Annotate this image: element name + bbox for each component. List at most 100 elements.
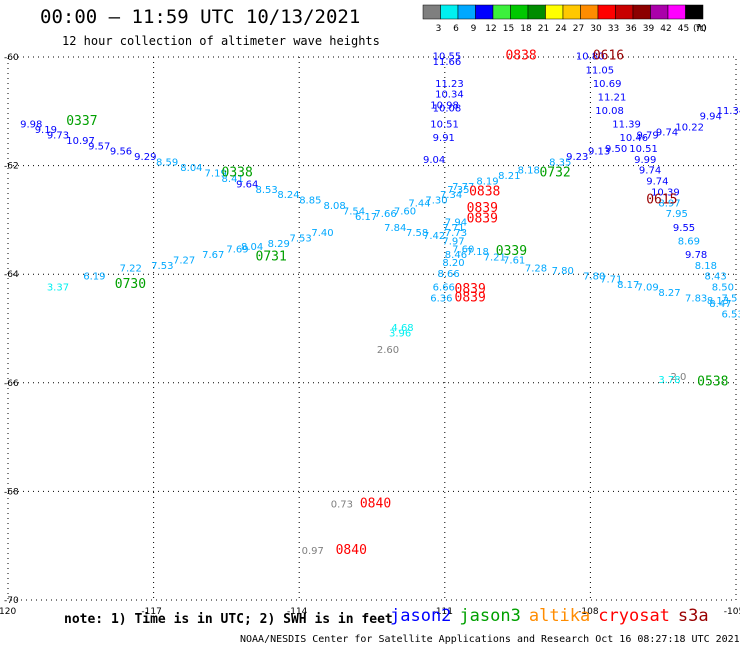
colorbar-level-label: 70 — [695, 24, 707, 34]
swh-value-label: 8.97 — [658, 198, 680, 209]
y-tick-label: -66 — [4, 379, 19, 389]
swh-value-label: 7.40 — [311, 228, 333, 239]
swh-value-label: 11.39 — [612, 120, 641, 131]
swh-value-label: 7.42 — [423, 231, 445, 242]
swh-value-label: 10.98 — [430, 101, 459, 112]
pass-time-label: 0839 — [467, 212, 498, 227]
pass-time-label: 0337 — [66, 114, 97, 129]
swh-value-label: 9.29 — [134, 152, 156, 163]
swh-value-label: 4.68 — [391, 323, 413, 334]
colorbar-level-label: 18 — [520, 24, 532, 34]
pass-time-label: 0839 — [467, 201, 498, 216]
swh-value-label: 8.04 — [241, 242, 263, 253]
swh-value-label: 10.97 — [66, 136, 95, 147]
pass-time-label: 0732 — [539, 165, 570, 180]
swh-value-label: 3.96 — [389, 329, 411, 340]
swh-value-label: 9.98 — [20, 120, 42, 131]
swh-value-label: 8.17 — [617, 280, 639, 291]
legend-satellite-altika: altika — [528, 606, 591, 626]
swh-value-label: 7.54 — [343, 206, 365, 217]
swh-value-label: 7.94 — [445, 217, 467, 228]
swh-value-label: 2.60 — [377, 345, 399, 356]
x-tick-label: -120 — [0, 607, 16, 617]
pass-time-label: 0615 — [646, 193, 677, 208]
swh-value-label: 8.85 — [299, 196, 321, 207]
legend-satellite-jason3: jason3 — [459, 606, 521, 626]
swh-value-label: 9.74 — [646, 177, 668, 188]
swh-value-label: 0.97 — [302, 546, 324, 557]
y-tick-label: -68 — [4, 487, 19, 497]
colorbar-level-label: 9 — [471, 24, 477, 34]
swh-value-label: 7.97 — [442, 236, 464, 247]
swh-value-label: 3.78 — [658, 375, 680, 386]
swh-value-label: 8.66 — [438, 269, 460, 280]
x-tick-label: -114 — [287, 607, 308, 617]
footnote: note: 1) Time is in UTC; 2) SWH is in fe… — [64, 612, 393, 627]
swh-value-label: 8.24 — [277, 190, 299, 201]
swh-value-label: 8.43 — [704, 272, 726, 283]
swh-value-label: 10.08 — [595, 106, 624, 117]
swh-value-label: 6.36 — [430, 293, 452, 304]
swh-value-label: 7.58 — [406, 228, 428, 239]
swh-value-label: 9.74 — [656, 128, 678, 139]
swh-value-label: 9.94 — [700, 111, 722, 122]
swh-value-label: 7.73 — [445, 228, 467, 239]
swh-value-label: 7.28 — [525, 263, 547, 274]
swh-value-label: 9.19 — [35, 125, 57, 136]
swh-value-label: 10.51 — [430, 120, 459, 131]
swh-value-label: 7.80 — [552, 266, 574, 277]
swh-value-label: 7.30 — [425, 196, 447, 207]
pass-time-label: 0538 — [697, 375, 728, 390]
swh-value-label: 7.53 — [289, 234, 311, 245]
swh-value-label: 8.35 — [549, 158, 571, 169]
swh-value-label: 8.59 — [156, 158, 178, 169]
swh-value-label: 7.84 — [384, 223, 406, 234]
chart-subtitle: 12 hour collection of altimeter wave hei… — [62, 34, 380, 48]
swh-value-label: 9.13 — [588, 147, 610, 158]
swh-value-label: 8.69 — [678, 236, 700, 247]
swh-value-label: 7.21 — [484, 253, 506, 264]
swh-value-label: 8.21 — [498, 171, 520, 182]
colorbar-legend: 3 6 9 12 15 18 21 24 27 30 33 36 39 42 45 70(ft) — [422, 4, 707, 34]
pass-time-label: 0838 — [505, 49, 536, 64]
chart-title: 00:00 – 11:59 UTC 10/13/2021 — [40, 6, 361, 28]
swh-value-label: 7.34 — [440, 190, 462, 201]
swh-value-label: 7.67 — [202, 250, 224, 261]
swh-value-label: 6.19 — [83, 272, 105, 283]
x-tick-label: -111 — [433, 607, 453, 617]
swh-value-label: 2.0 — [670, 372, 686, 383]
colorbar-level-label: 39 — [643, 24, 655, 34]
colorbar-level-label: 21 — [538, 24, 549, 34]
pass-time-label: 0339 — [496, 244, 527, 259]
pass-time-label: 0731 — [256, 250, 287, 265]
swh-value-label: 7.95 — [666, 209, 688, 220]
swh-value-label: 7.19 — [205, 168, 227, 179]
swh-value-label: 0.73 — [331, 500, 353, 511]
swh-value-label: 10.80 — [576, 52, 605, 63]
swh-value-label: 10.55 — [433, 52, 462, 63]
swh-value-label: 9.79 — [637, 130, 659, 141]
swh-value-label: 7.5 — [721, 293, 737, 304]
colorbar-level-label: 3 — [436, 24, 442, 34]
swh-value-label: 7.80 — [583, 272, 605, 283]
colorbar-level-label: 12 — [485, 24, 496, 34]
swh-value-label: 7.60 — [394, 206, 416, 217]
swh-value-label: 10.51 — [629, 144, 658, 155]
swh-value-label: 7.09 — [637, 282, 659, 293]
swh-value-label: 6.17 — [355, 212, 377, 223]
swh-value-label: 3.37 — [47, 282, 69, 293]
swh-value-label: 9.78 — [685, 250, 707, 261]
swh-value-label: 8.53 — [256, 185, 278, 196]
swh-value-label: 7.69 — [226, 244, 248, 255]
swh-value-label: 8.19 — [476, 177, 498, 188]
swh-value-label: 7.44 — [408, 198, 430, 209]
swh-value-label: 7.61 — [503, 255, 525, 266]
swh-value-label: 9.73 — [47, 130, 69, 141]
swh-value-label: 8.50 — [712, 282, 734, 293]
swh-value-label: 8.29 — [268, 239, 290, 250]
swh-value-label: 8.46 — [445, 250, 467, 261]
swh-value-label: 8.13 — [707, 296, 729, 307]
x-tick-label: -105 — [724, 607, 740, 617]
pass-time-label: 0839 — [455, 290, 486, 305]
swh-value-label: 7.60 — [452, 244, 474, 255]
